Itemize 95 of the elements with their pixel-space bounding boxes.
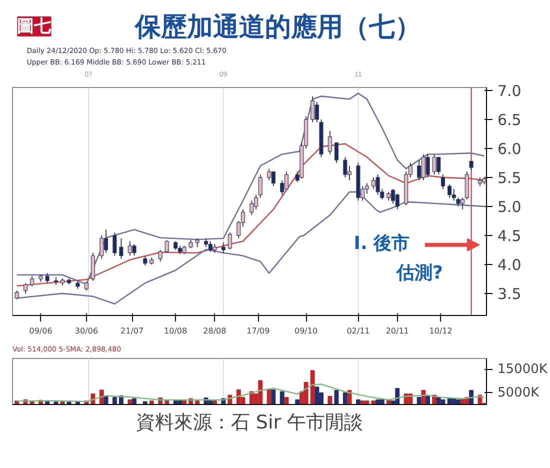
bar — [314, 386, 320, 404]
candlestick — [390, 188, 396, 204]
candlestick — [164, 240, 169, 254]
bar — [195, 400, 200, 404]
bar — [258, 380, 263, 404]
bar — [342, 392, 348, 404]
candlestick — [24, 282, 28, 294]
bar — [280, 391, 284, 404]
bar — [371, 400, 376, 404]
y-tick-label: 3.5 — [498, 284, 522, 303]
source-note: 資料來源：石 Sir 午市閒談 — [136, 412, 364, 434]
y-tick-label: 6.5 — [498, 110, 522, 129]
candlestick — [104, 229, 108, 254]
line-series — [16, 143, 485, 287]
line-series — [16, 191, 485, 305]
candlestick — [143, 255, 148, 266]
bar — [364, 400, 370, 404]
y-tick-label: 5000K — [498, 385, 540, 400]
x-tick-label: 10/12 — [429, 326, 452, 336]
candlestick — [250, 200, 254, 216]
bar — [334, 390, 339, 404]
candlestick — [271, 171, 276, 187]
candlestick — [343, 156, 348, 178]
x-tick-label: 09/06 — [29, 326, 52, 336]
bar — [456, 399, 460, 404]
candlestick — [90, 252, 95, 282]
candlestick — [221, 242, 226, 254]
bar — [212, 400, 217, 404]
bar — [440, 399, 446, 404]
y-tick-label: 7.0 — [498, 82, 522, 100]
bar — [142, 401, 148, 404]
x-tick-label: 20/11 — [386, 326, 409, 336]
candlestick — [112, 232, 117, 256]
candlestick — [364, 182, 369, 194]
candlestick — [328, 130, 332, 155]
candlestick — [440, 174, 446, 190]
y-tick-label: 6.0 — [498, 140, 522, 158]
bar — [380, 399, 384, 404]
candlestick — [267, 168, 272, 181]
candlestick — [258, 174, 262, 198]
line-series — [16, 92, 485, 285]
candlestick — [395, 193, 400, 210]
y-tick-label: 4.0 — [498, 256, 522, 274]
candlestick — [334, 142, 339, 164]
candlestick — [436, 156, 441, 176]
candlestick — [132, 244, 136, 256]
bar — [304, 382, 308, 404]
annotation: 估測? — [395, 262, 443, 284]
candlestick — [284, 171, 289, 191]
x-tick-label: 02/11 — [346, 326, 370, 336]
bar — [395, 388, 400, 404]
candlestick — [469, 160, 474, 171]
bar — [132, 398, 136, 404]
bar — [128, 399, 132, 404]
x-tick-label: 21/07 — [120, 326, 144, 336]
bar — [426, 396, 430, 404]
y-tick-label: 5.0 — [498, 198, 522, 216]
y-tick-label: 5.5 — [498, 168, 522, 187]
bar — [112, 397, 117, 404]
chart-title: 保歷加通道的應用（七） — [134, 12, 421, 43]
candlestick — [119, 238, 124, 260]
bar — [328, 396, 332, 404]
x-tick-label: 17/09 — [246, 326, 270, 336]
x-tick-label: 30/06 — [74, 326, 98, 336]
candlestick — [464, 171, 469, 200]
x-tick-label: 09/10 — [294, 326, 318, 336]
candlestick — [447, 184, 452, 198]
text: 圖七 — [17, 16, 52, 36]
x-tick-label: 28/08 — [203, 326, 226, 336]
line-series — [16, 384, 485, 402]
candlestick — [417, 160, 422, 181]
y-tick-label: 4.5 — [498, 226, 522, 245]
candlestick — [228, 232, 232, 250]
bar — [271, 389, 276, 404]
candlestick — [254, 194, 258, 210]
candlestick — [426, 154, 430, 178]
bar — [310, 370, 315, 404]
candlestick — [45, 272, 50, 284]
candlestick — [100, 234, 104, 260]
bar — [284, 397, 289, 404]
candlestick — [30, 276, 34, 287]
candlestick — [432, 154, 436, 176]
y-tick-label: 15000K — [498, 362, 548, 378]
bar — [356, 399, 360, 404]
bar — [208, 400, 213, 404]
bar — [54, 402, 58, 404]
candlestick — [376, 174, 380, 196]
bar — [149, 400, 154, 404]
annotation: I. 後市 — [354, 232, 410, 254]
candlestick — [310, 96, 315, 123]
candlestick — [158, 249, 162, 262]
x-tick-label: 10/08 — [164, 326, 188, 336]
bar — [376, 399, 380, 404]
bar — [421, 390, 426, 404]
bar — [295, 399, 300, 404]
